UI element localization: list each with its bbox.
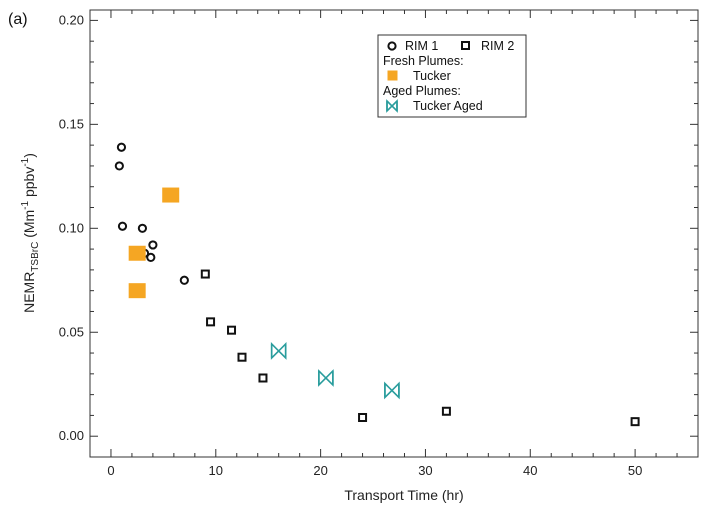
- legend-label-rim2: RIM 2: [481, 39, 514, 53]
- legend: RIM 1 RIM 2 Fresh Plumes: Tucker Aged Pl…: [377, 34, 527, 118]
- y-tick-label: 0.15: [59, 116, 84, 131]
- point-rim-2: [441, 406, 451, 416]
- legend-marker-tucker-aged: [386, 99, 398, 113]
- y-axis-title-mid: ppbv: [21, 167, 37, 201]
- y-axis-title-end: ): [21, 153, 37, 158]
- point-rim-1: [117, 221, 128, 231]
- point-rim-2: [237, 352, 247, 362]
- y-tick-label: 0.00: [59, 428, 84, 443]
- legend-marker-rim2: [461, 41, 470, 50]
- point-rim-2: [227, 325, 237, 335]
- bowtie-right: [277, 342, 287, 360]
- point-tucker: [128, 283, 146, 299]
- point-tucker: [128, 245, 146, 261]
- y-axis-title-rest: (Mm: [21, 210, 37, 242]
- point-tucker-aged: [270, 342, 287, 360]
- x-tick-label: 30: [418, 463, 432, 478]
- y-axis-title: NEMRTSBrC (Mm-1 ppbv-1): [20, 153, 41, 313]
- point-rim-2: [258, 373, 268, 383]
- point-rim-1: [148, 240, 158, 250]
- legend-label-tucker-aged: Tucker Aged: [413, 99, 483, 113]
- legend-label-tucker: Tucker: [413, 69, 451, 83]
- data-points: [114, 142, 640, 427]
- bowtie-right: [390, 381, 400, 400]
- x-axis-title: Transport Time (hr): [344, 487, 463, 503]
- bowtie-right: [324, 369, 334, 387]
- axis-ticks: 0 10 20 30 40 50 0.00 0.05 0.10 0.15 0.20: [59, 10, 698, 478]
- x-tick-label: 10: [209, 463, 223, 478]
- point-rim-2: [200, 269, 210, 279]
- point-rim-2: [630, 417, 640, 427]
- point-rim-1: [137, 223, 148, 233]
- panel-label: (a): [8, 11, 28, 28]
- point-tucker: [162, 187, 180, 203]
- legend-header-aged: Aged Plumes:: [383, 84, 461, 98]
- legend-marker-tucker: [387, 70, 398, 81]
- y-tick-label: 0.10: [59, 220, 84, 235]
- y-axis-title-sup1: -1: [20, 200, 31, 209]
- x-tick-label: 40: [523, 463, 537, 478]
- legend-marker-rim1: [387, 41, 397, 51]
- legend-header-fresh: Fresh Plumes:: [383, 54, 464, 68]
- y-tick-label: 0.05: [59, 324, 84, 339]
- point-rim-1: [116, 142, 127, 152]
- point-rim-1: [114, 161, 124, 171]
- point-tucker-aged: [318, 369, 334, 387]
- x-tick-label: 50: [628, 463, 642, 478]
- point-rim-2: [358, 412, 368, 422]
- legend-bowtie-shape: [386, 99, 398, 113]
- point-tucker-aged: [384, 381, 400, 400]
- point-rim-1: [146, 252, 156, 263]
- y-axis-title-base: NEMR: [21, 272, 37, 313]
- x-tick-label: 20: [313, 463, 327, 478]
- legend-box: [377, 34, 527, 118]
- legend-label-rim1: RIM 1: [405, 39, 438, 53]
- y-axis-title-sup2: -1: [20, 157, 31, 166]
- point-rim-2: [206, 317, 216, 327]
- plot-frame: [89, 9, 699, 458]
- y-axis-title-sub: TSBrC: [30, 242, 41, 272]
- point-rim-1: [179, 275, 189, 285]
- y-tick-label: 0.20: [59, 12, 84, 27]
- x-tick-label: 0: [107, 463, 114, 478]
